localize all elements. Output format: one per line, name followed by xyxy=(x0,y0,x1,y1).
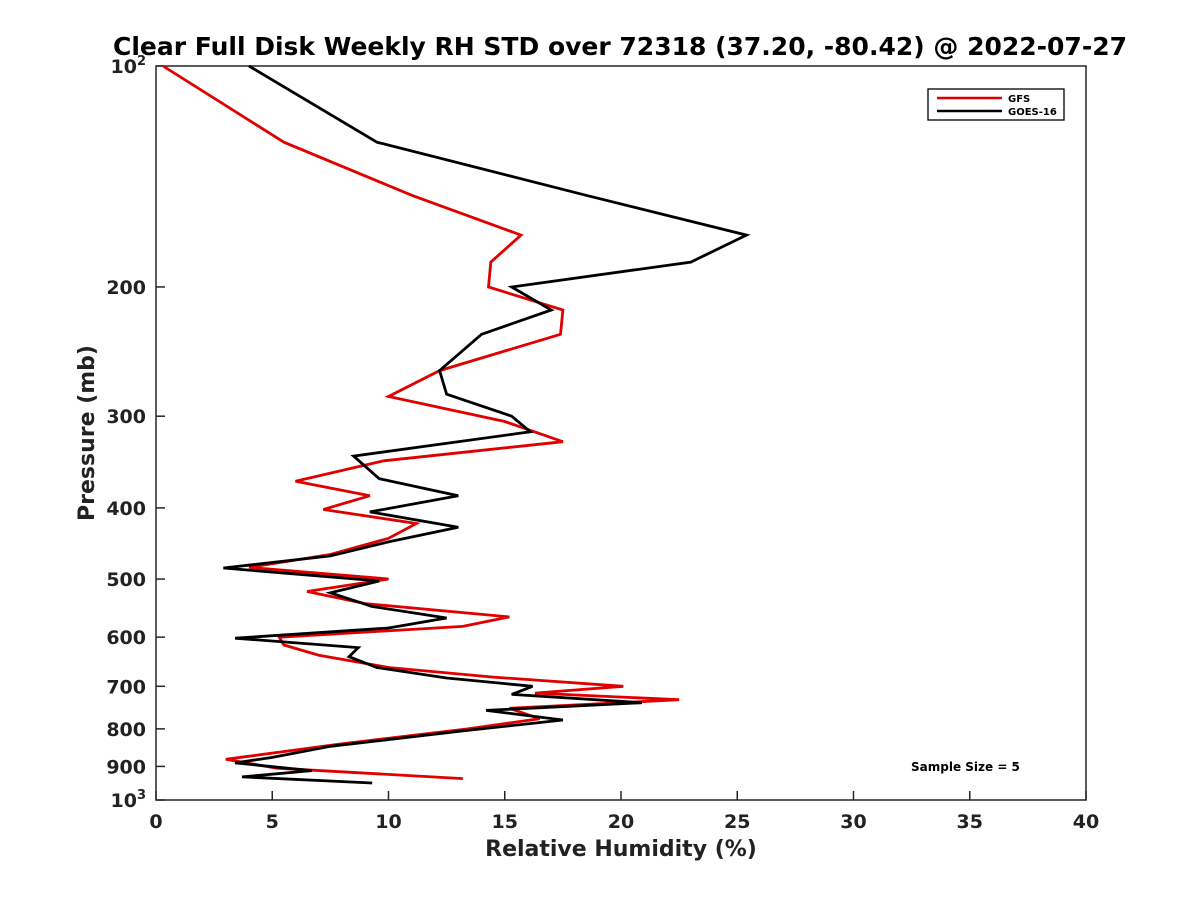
y-tick-label: 500 xyxy=(106,569,146,591)
y-axis-label: Pressure (mb) xyxy=(75,345,100,521)
x-tick-label: 40 xyxy=(1073,811,1099,833)
sample-size-annotation: Sample Size = 5 xyxy=(911,760,1020,774)
y-tick-label: 200 xyxy=(106,277,146,299)
x-axis: 0 5 10 15 20 25 30 35 40 xyxy=(149,791,1099,833)
y-tick-label: 700 xyxy=(106,676,146,698)
legend: GFS GOES-16 xyxy=(927,88,1065,121)
x-tick-label: 10 xyxy=(375,811,401,833)
x-tick-label: 5 xyxy=(266,811,279,833)
y-tick-exponent: 2 xyxy=(137,54,146,69)
y-tick-base: 10 xyxy=(111,790,137,812)
x-axis-label: Relative Humidity (%) xyxy=(485,837,757,862)
x-tick-label: 15 xyxy=(492,811,518,833)
y-tick-label: 400 xyxy=(106,498,146,520)
legend-label: GFS xyxy=(1008,94,1030,105)
x-tick-label: 25 xyxy=(724,811,750,833)
legend-box xyxy=(927,88,1065,121)
x-tick-label: 35 xyxy=(957,811,983,833)
y-tick-label: 800 xyxy=(106,719,146,741)
y-tick-label: 102 xyxy=(111,54,147,78)
y-tick-exponent: 3 xyxy=(137,788,146,803)
y-tick-label: 900 xyxy=(106,756,146,778)
series-layer xyxy=(162,64,751,785)
x-tick-label: 0 xyxy=(149,811,162,833)
series-line-goes-16 xyxy=(223,64,751,785)
legend-label: GOES-16 xyxy=(1008,107,1057,118)
chart-title: Clear Full Disk Weekly RH STD over 72318… xyxy=(113,32,1127,61)
y-tick-label: 103 xyxy=(111,788,147,812)
x-tick-label: 20 xyxy=(608,811,634,833)
y-tick-label: 600 xyxy=(106,627,146,649)
y-tick-label: 300 xyxy=(106,406,146,428)
x-tick-label: 30 xyxy=(840,811,866,833)
y-tick-base: 10 xyxy=(111,56,137,78)
